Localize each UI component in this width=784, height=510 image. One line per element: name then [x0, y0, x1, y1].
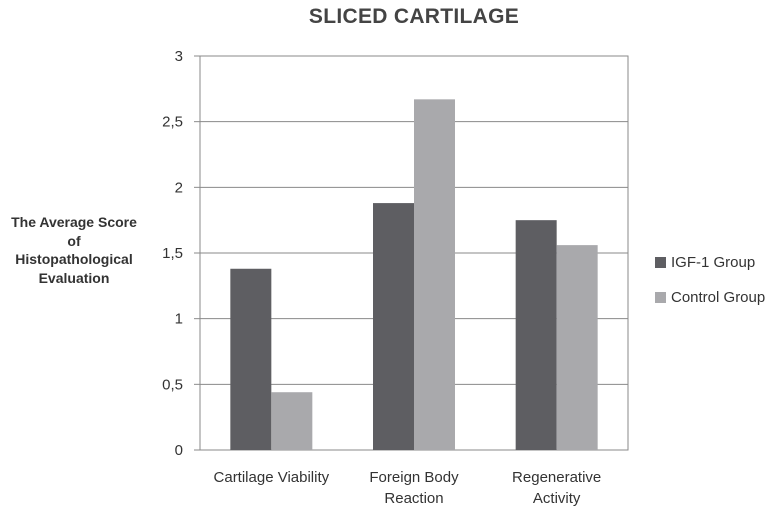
- y-axis-label-line: Evaluation: [38, 269, 110, 286]
- bar: [230, 268, 272, 450]
- y-axis-label-line: The Average Score: [11, 214, 137, 230]
- y-tick-label: 3: [175, 48, 183, 65]
- y-tick-label: 1: [175, 311, 183, 328]
- x-tick-label: Cartilage Viability: [214, 469, 330, 486]
- chart-title: SLICED CARTILAGE: [308, 5, 520, 28]
- legend: IGF-1 Group Control Group: [655, 252, 765, 322]
- y-tick-label: 0: [175, 442, 183, 459]
- y-tick-label: 0,5: [162, 376, 183, 393]
- x-tick-label: Regenerative Activity: [512, 469, 601, 507]
- bar: [414, 99, 455, 450]
- y-axis-label: The Average Score of Histopathological E…: [0, 213, 148, 287]
- bar: [271, 392, 313, 450]
- y-axis-label-line: Histopathological: [15, 251, 133, 267]
- bar: [515, 220, 557, 450]
- legend-label-control: Control Group: [671, 289, 766, 306]
- legend-item-control: Control Group: [655, 287, 765, 308]
- legend-swatch-control: [655, 292, 666, 303]
- bar: [556, 245, 598, 450]
- y-axis-label-line: of: [67, 232, 81, 249]
- x-tick-label: Foreign Body Reaction: [369, 469, 459, 507]
- y-tick-label: 1,5: [162, 245, 183, 262]
- legend-label-igf1: IGF-1 Group: [671, 254, 756, 271]
- legend-item-igf1: IGF-1 Group: [655, 252, 765, 273]
- legend-swatch-igf1: [655, 257, 666, 268]
- bar: [373, 203, 414, 450]
- y-tick-label: 2: [175, 179, 183, 196]
- y-tick-label: 2,5: [162, 114, 183, 131]
